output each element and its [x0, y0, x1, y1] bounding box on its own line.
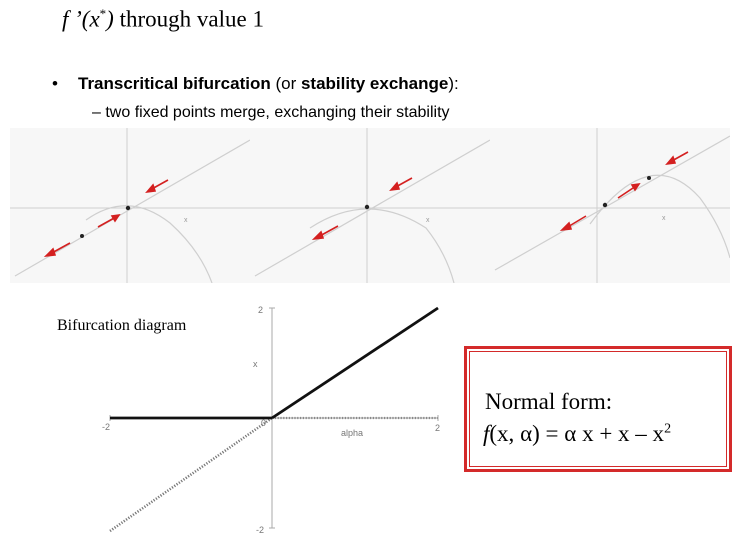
- eq-f: f: [483, 421, 490, 446]
- bullet-line: • Transcritical bifurcation (or stability…: [52, 74, 459, 94]
- panel-after-axis-label: x: [662, 215, 666, 222]
- eq-args: (x,: [489, 421, 521, 446]
- bifurcation-diagram: -2 0 2 alpha 2 -2 x: [102, 305, 440, 535]
- panel-merge-arrowhead-2: [311, 230, 325, 241]
- panel-before-plot: x: [10, 128, 250, 283]
- panel-after-fixed-point-upper: [647, 176, 651, 180]
- eq-alpha: α: [520, 421, 533, 446]
- panel-after-arrowhead-1: [665, 155, 677, 166]
- bif-branch-diagonal-unstable: [109, 416, 273, 533]
- panel-merge-diagonal: [254, 139, 490, 277]
- panel-after-fixed-point-lower: [602, 202, 608, 208]
- panel-after-diagonal: [494, 135, 730, 271]
- panel-merge-axis-label: x: [426, 217, 430, 224]
- panel-before-arrowhead-2: [110, 213, 121, 223]
- panel-after-plot: x: [490, 128, 730, 283]
- normal-form-title: Normal form:: [485, 389, 613, 414]
- panel-after-arrowhead-2: [630, 182, 641, 192]
- bif-x-tick-zero: 0: [261, 418, 266, 428]
- eq-alpha-2: α: [564, 421, 577, 446]
- panel-after-parabola: [589, 174, 730, 259]
- title-close: ): [106, 6, 114, 32]
- panel-merge-parabola: [309, 208, 455, 283]
- slide-title: f ’(x*) through value 1: [62, 6, 264, 33]
- panel-merge: x: [250, 128, 490, 283]
- title-rest: through value 1: [113, 6, 264, 32]
- panel-before-axis-label: x: [184, 217, 188, 224]
- panel-merge-arrowhead-1: [389, 181, 401, 192]
- eq-power: 2: [664, 421, 672, 437]
- title-f: f: [62, 6, 69, 32]
- bif-x-tick-max: 2: [435, 423, 440, 433]
- panel-before-arrowhead-1: [145, 183, 157, 194]
- bullet-close: ):: [448, 74, 459, 93]
- sub-bullet: – two fixed points merge, exchanging the…: [92, 104, 450, 121]
- panel-before: x: [10, 128, 250, 283]
- normal-form-equation: f(x, α) = α x + x – x2: [483, 421, 671, 447]
- bif-y-axis-label: x: [253, 359, 258, 369]
- bif-branch-diagonal-stable: [271, 306, 439, 420]
- diagram-label: Bifurcation diagram: [57, 317, 187, 334]
- bif-y-tick-max: 2: [258, 305, 263, 315]
- panel-after-arrowhead-3: [559, 221, 573, 232]
- panel-merge-plot: x: [250, 128, 490, 283]
- bif-x-axis-label: alpha: [341, 428, 363, 438]
- eq-terms: x + x – x: [576, 421, 665, 446]
- normal-form-box: Normal form: f(x, α) = α x + x – x2: [464, 346, 732, 472]
- eq-rhs: ) =: [532, 421, 565, 446]
- bullet-open: (or: [270, 74, 301, 93]
- panel-before-fixed-point-lower: [80, 234, 84, 238]
- title-star: *: [99, 6, 107, 21]
- bullet-marker: •: [52, 74, 58, 93]
- bullet-alt: stability exchange: [300, 74, 449, 93]
- bif-y-tick-min: -2: [256, 525, 264, 535]
- title-prime: ’(x: [68, 6, 100, 32]
- panel-before-arrowhead-3: [43, 247, 57, 258]
- panel-before-parabola: [85, 205, 213, 283]
- panel-before-fixed-point-upper: [125, 205, 131, 211]
- bif-x-tick-min: -2: [102, 422, 110, 432]
- panel-after: x: [490, 128, 730, 283]
- bullet-term: Transcritical bifurcation: [78, 74, 271, 93]
- panel-merge-fixed-point: [364, 204, 370, 210]
